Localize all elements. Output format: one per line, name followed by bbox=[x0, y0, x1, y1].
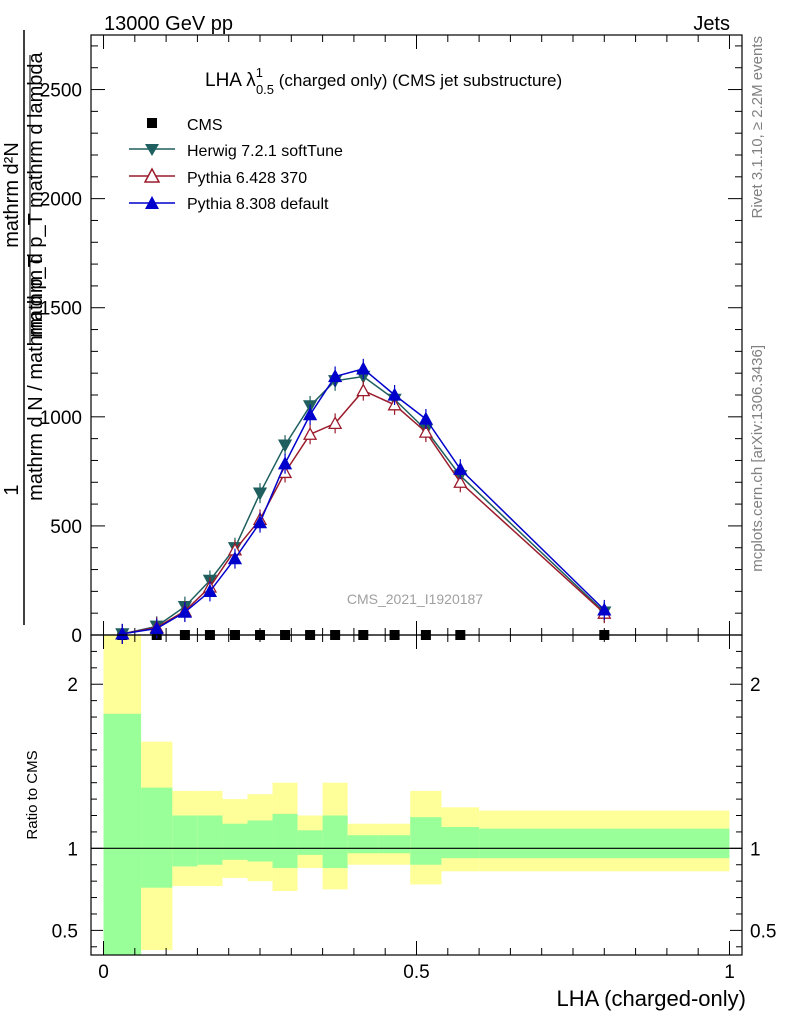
plot-title-sup: 1 bbox=[256, 65, 263, 80]
header-right: Jets bbox=[693, 13, 730, 35]
ratio-ylabel: Ratio to CMS bbox=[24, 750, 41, 839]
ratio-bands bbox=[103, 635, 730, 955]
legend-marker-pythia6 bbox=[143, 167, 161, 183]
ratio-plot: 0.5 0.5 1 1 2 2 0 0.5 1 bbox=[52, 635, 776, 983]
x-tick-label: 0 bbox=[98, 962, 109, 983]
data-point bbox=[418, 424, 433, 438]
ratio-inner-band bbox=[322, 815, 348, 869]
ratio-inner-band bbox=[197, 815, 223, 865]
data-point bbox=[302, 426, 318, 440]
data-point bbox=[356, 361, 371, 375]
ratio-y-tick-label: 0.5 bbox=[52, 921, 78, 942]
ylabel-numerator: mathrm d²N bbox=[1, 142, 23, 248]
ratio-inner-band bbox=[272, 813, 298, 869]
legend-marker-cms bbox=[147, 118, 157, 128]
data-point bbox=[453, 474, 468, 488]
plot-title: LHA λ1 0.5 (charged only) (CMS jet substr… bbox=[205, 65, 562, 97]
rivet-label: Rivet 3.1.10, ≥ 2.2M events bbox=[749, 36, 766, 219]
data-point bbox=[418, 411, 433, 425]
y-tick-label: 0 bbox=[71, 626, 82, 647]
data-point bbox=[387, 387, 402, 401]
legend: CMS Herwig 7.2.1 softTune Pythia 6.428 3… bbox=[129, 117, 343, 213]
data-point bbox=[227, 551, 243, 565]
y-tick-label: 1500 bbox=[40, 299, 82, 320]
data-point bbox=[252, 515, 268, 529]
main-plot: 0 500 1000 1500 2000 2500 bbox=[40, 35, 742, 647]
data-point bbox=[277, 456, 293, 470]
mcplots-label: mcplots.cern.ch [arXiv:1306.3436] bbox=[749, 345, 766, 572]
ratio-inner-band bbox=[410, 817, 442, 865]
ylabel-prefix: 1 bbox=[1, 484, 23, 495]
ratio-y-tick-label-right: 2 bbox=[750, 675, 761, 696]
series-line bbox=[122, 367, 605, 635]
ratio-inner-band bbox=[479, 828, 730, 859]
ratio-inner-band bbox=[297, 830, 323, 855]
y-tick-label: 2000 bbox=[40, 190, 82, 211]
data-point bbox=[328, 416, 343, 430]
ratio-inner-band bbox=[222, 823, 248, 860]
ratio-inner-band bbox=[103, 713, 142, 955]
series-line bbox=[122, 389, 605, 635]
data-point bbox=[277, 439, 293, 453]
plot-title-main: LHA λ bbox=[205, 70, 256, 91]
data-point bbox=[356, 383, 371, 397]
data-point bbox=[202, 584, 218, 598]
ratio-frame bbox=[90, 634, 743, 956]
ratio-y-tick-label: 2 bbox=[67, 675, 78, 696]
legend-marker-herwig bbox=[145, 144, 159, 156]
plot-title-sub: 0.5 bbox=[256, 82, 274, 97]
data-point bbox=[177, 604, 192, 618]
x-tick-label: 0.5 bbox=[403, 962, 429, 983]
data-point bbox=[149, 621, 164, 635]
legend-marker-pythia8 bbox=[145, 196, 159, 209]
ratio-inner-band bbox=[172, 815, 198, 867]
legend-label-pythia8: Pythia 8.308 default bbox=[187, 196, 329, 213]
ratio-y-tick-label-right: 1 bbox=[750, 839, 761, 860]
data-point bbox=[115, 626, 130, 640]
legend-label-pythia6: Pythia 6.428 370 bbox=[187, 170, 307, 187]
x-axis-label: LHA (charged-only) bbox=[556, 986, 746, 1011]
y-tick-label: 2500 bbox=[40, 81, 82, 102]
y-tick-label: 500 bbox=[50, 517, 82, 538]
ratio-y-tick-label-right: 0.5 bbox=[750, 921, 776, 942]
plot-title-rest: (charged only) (CMS jet substructure) bbox=[274, 71, 562, 90]
ratio-inner-band bbox=[441, 827, 480, 859]
legend-label-herwig: Herwig 7.2.1 softTune bbox=[187, 143, 343, 160]
ratio-inner-band bbox=[347, 835, 379, 854]
data-point bbox=[252, 487, 268, 501]
ratio-inner-band bbox=[378, 835, 411, 854]
ratio-inner-band bbox=[247, 820, 273, 862]
ratio-y-tick-label: 1 bbox=[67, 839, 78, 860]
data-point bbox=[302, 407, 318, 421]
x-tick-label: 1 bbox=[724, 962, 735, 983]
header-left: 13000 GeV pp bbox=[104, 13, 233, 35]
ratio-inner-band bbox=[141, 787, 173, 888]
data-point bbox=[453, 461, 468, 475]
legend-label-cms: CMS bbox=[187, 117, 223, 134]
data-point bbox=[597, 602, 612, 616]
data-point bbox=[328, 369, 343, 383]
analysis-watermark: CMS_2021_I1920187 bbox=[347, 591, 483, 607]
y-tick-label: 1000 bbox=[40, 408, 82, 429]
